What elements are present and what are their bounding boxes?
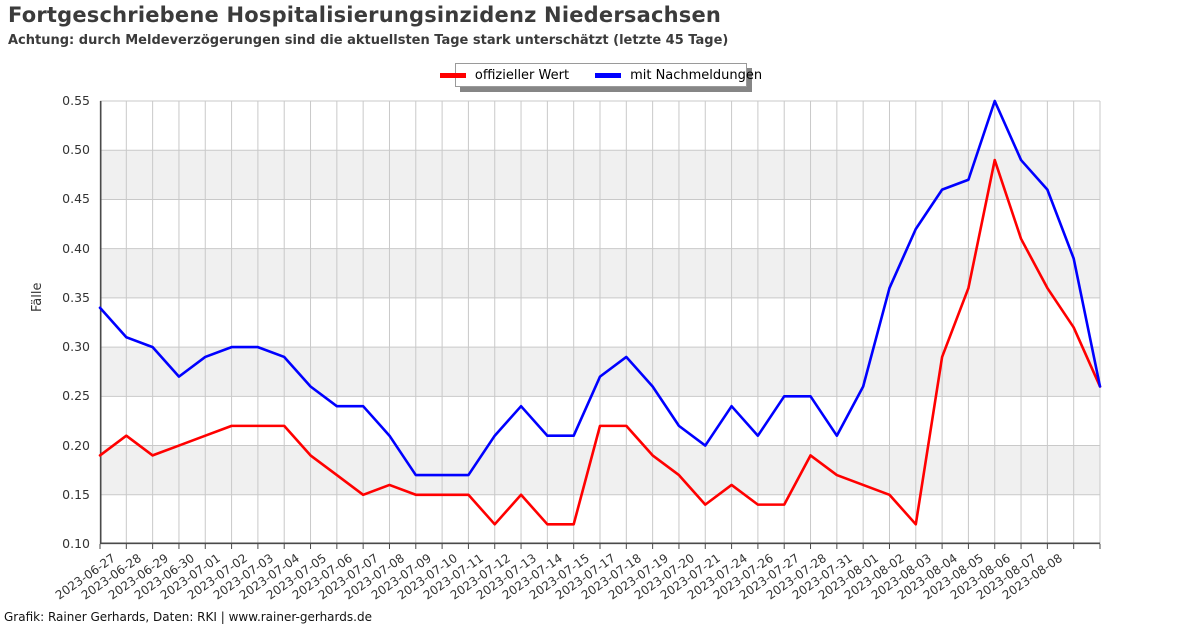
legend-label-nachmeldungen: mit Nachmeldungen (630, 67, 763, 83)
legend-item-official: offizieller Wert (439, 67, 570, 83)
y-axis-title: Fälle (30, 282, 45, 312)
y-tick-label: 0.40 (62, 240, 90, 256)
y-tick-label: 0.55 (62, 93, 90, 108)
series-line-official (98, 158, 1102, 526)
legend-swatch-nachmeldungen-blue (595, 72, 622, 78)
chart-subtitle: Achtung: durch Meldeverzögerungen sind d… (8, 33, 729, 48)
y-tick-label: 0.50 (62, 142, 90, 158)
legend-swatch-official-red (439, 72, 466, 78)
legend: offizieller Wert mit Nachmeldungen (439, 63, 762, 87)
legend-label-official: offizieller Wert (474, 67, 570, 83)
y-tick-label: 0.15 (62, 486, 90, 502)
chart-title: Fortgeschriebene Hospitalisierungsinzide… (8, 3, 722, 27)
y-tick-label: 0.45 (62, 191, 90, 207)
legend-item-nachmeldungen: mit Nachmeldungen (595, 68, 762, 83)
y-tick-label: 0.25 (62, 388, 90, 404)
y-tick-label: 0.35 (62, 289, 90, 305)
y-tick-label: 0.30 (62, 339, 90, 355)
series-line-nachmeldungen (98, 99, 1102, 477)
y-tick-label: 0.10 (62, 536, 90, 551)
footer-credit: Grafik: Rainer Gerhards, Daten: RKI | ww… (4, 610, 372, 624)
y-tick-label: 0.20 (62, 437, 90, 453)
plot-area (98, 99, 1102, 549)
